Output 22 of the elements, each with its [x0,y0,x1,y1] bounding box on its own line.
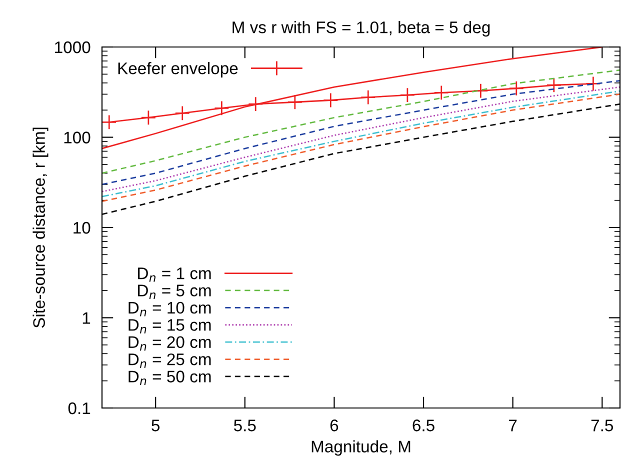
legend-label: D$_{n}$ = 15 cm [128,319,211,334]
legend-label: D$_{n}$ = 50 cm [128,370,211,386]
legend-label: D$_{n}$ = 5 cm [138,284,211,300]
x-tick-label: 5.5 [234,420,256,432]
x-axis-title: Magnitude, M [312,440,410,456]
x-tick-label: 7 [509,420,517,432]
chart-title: M vs r with FS = 1.01, beta = 5 deg [232,21,490,37]
x-tick-label: 5 [152,420,160,432]
y-tick-label: 1000 [55,41,90,54]
y-tick-label: 10 [74,222,90,234]
legend-label: D$_{n}$ = 25 cm [128,353,211,368]
x-tick-label: 7.5 [591,420,614,432]
legend-label: D$_{n}$ = 1 cm [138,268,211,282]
legend-label: D$_{n}$ = 10 cm [128,302,211,316]
x-tick-label: 6 [330,420,338,432]
x-tick-label: 6.5 [412,420,434,432]
y-tick-label: 100 [64,132,90,144]
legend-label: D$_{n}$ = 20 cm [128,336,211,351]
y-tick-label: 0.1 [68,402,90,414]
y-axis-title: Site-source distance, r [km] [32,128,48,328]
legend-label: Keefer envelope [118,62,238,78]
y-tick-label: 1 [82,312,90,324]
